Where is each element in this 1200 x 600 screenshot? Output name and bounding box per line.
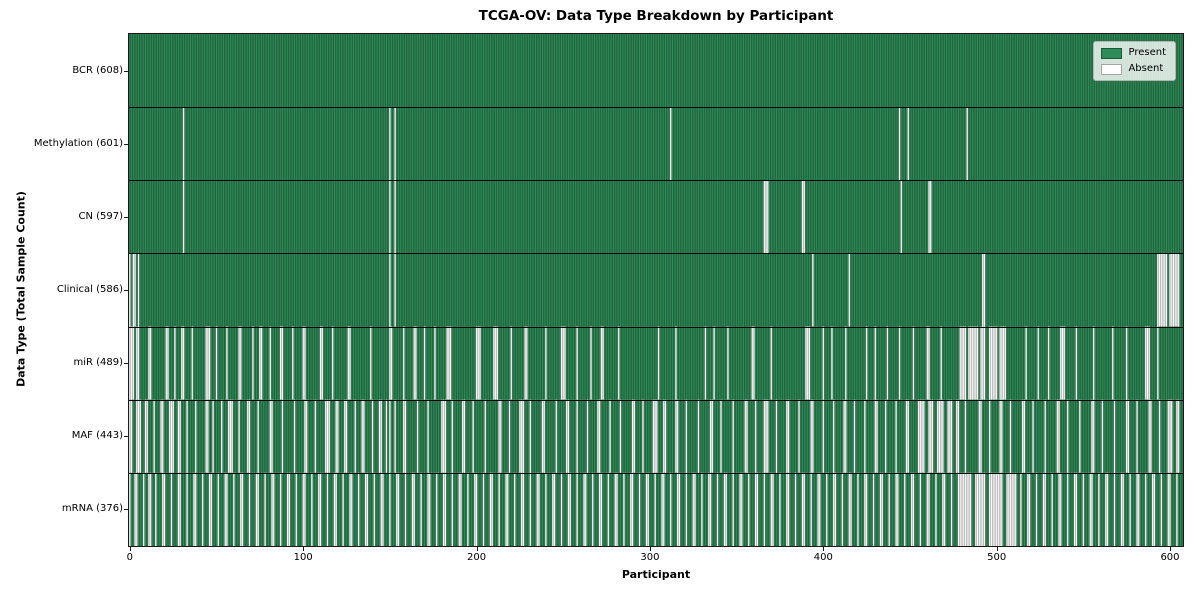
y-tick-mark xyxy=(124,290,128,291)
legend-label-absent: Absent xyxy=(1128,63,1164,74)
x-tick-label: 600 xyxy=(1160,552,1180,563)
x-tick-mark xyxy=(649,547,651,551)
y-tick-label: BCR (608) xyxy=(72,64,123,76)
chart-title: TCGA-OV: Data Type Breakdown by Particip… xyxy=(478,8,834,24)
legend-label-present: Present xyxy=(1128,47,1166,58)
y-tick-label: MAF (443) xyxy=(71,430,123,442)
x-tick-mark xyxy=(1169,547,1171,551)
y-tick-label: Clinical (586) xyxy=(56,284,123,295)
y-tick-label: Methylation (601) xyxy=(33,137,123,149)
x-tick-mark xyxy=(996,547,998,551)
x-tick-mark xyxy=(303,547,305,551)
y-tick-mark xyxy=(124,70,128,72)
x-tick-mark xyxy=(823,547,825,551)
present-swatch-icon xyxy=(1101,47,1123,59)
y-tick-mark xyxy=(124,436,128,438)
x-tick-label: 0 xyxy=(126,552,134,563)
plot-area: Present Absent xyxy=(128,33,1184,547)
y-tick-label: mRNA (376) xyxy=(61,503,123,515)
x-tick-label: 100 xyxy=(293,552,313,563)
legend: Present Absent xyxy=(1093,41,1176,81)
y-tick-mark xyxy=(124,216,128,218)
x-tick-mark xyxy=(476,547,478,551)
y-tick-mark xyxy=(124,509,128,511)
x-tick-label: 300 xyxy=(640,552,660,563)
y-tick-mark xyxy=(124,143,128,145)
x-tick-label: 400 xyxy=(813,552,833,563)
heatmap-canvas xyxy=(129,34,1183,546)
y-tick-mark xyxy=(124,363,128,365)
y-tick-label: CN (597) xyxy=(78,210,123,222)
absent-swatch-icon xyxy=(1101,63,1123,75)
x-tick-label: 200 xyxy=(467,552,487,563)
legend-item-present: Present xyxy=(1101,47,1166,59)
legend-item-absent: Absent xyxy=(1101,63,1166,75)
x-axis-label: Participant xyxy=(621,568,691,581)
y-tick-label: miR (489) xyxy=(73,357,123,369)
x-tick-label: 500 xyxy=(987,552,1007,563)
x-tick-mark xyxy=(129,547,131,551)
